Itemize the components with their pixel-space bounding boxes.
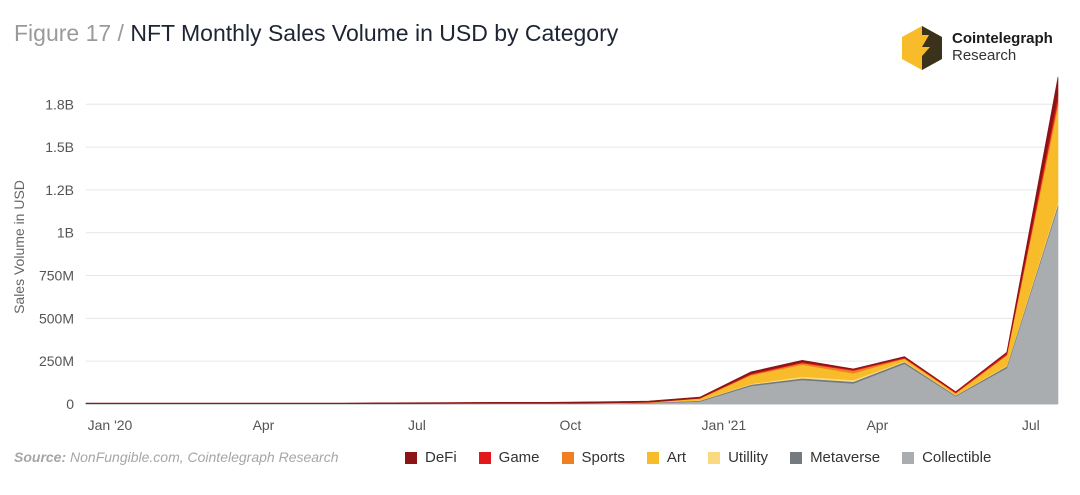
legend-item-collectible: Collectible [902, 449, 991, 466]
source-label: Source: [14, 449, 67, 465]
legend-label: Sports [581, 449, 625, 466]
legend-item-defi: DeFi [405, 449, 457, 466]
x-tick-label: Oct [560, 417, 582, 433]
chart-title: Figure 17 / NFT Monthly Sales Volume in … [14, 20, 618, 47]
y-tick-label: 1.8B [45, 96, 74, 112]
legend-label: Metaverse [810, 449, 881, 466]
x-tick-label: Jul [1022, 417, 1040, 433]
logo-bolt-icon [913, 35, 930, 64]
x-tick-label: Jan '21 [702, 417, 747, 433]
legend-item-art: Art [646, 449, 687, 466]
legend-label: Utillity [728, 449, 769, 466]
y-tick-label: 0 [66, 396, 74, 412]
y-tick-label: 250M [39, 353, 74, 369]
legend-label: Game [498, 449, 540, 466]
brand-sub: Research [952, 47, 1017, 64]
legend-item-game: Game [478, 449, 540, 466]
legend-swatch [646, 451, 659, 464]
x-tick-label: Apr [253, 417, 275, 433]
y-tick-label: 1.2B [45, 182, 74, 198]
x-tick-label: Apr [866, 417, 888, 433]
legend-swatch [902, 451, 915, 464]
cointelegraph-logo [902, 26, 942, 70]
legend-item-sports: Sports [561, 449, 625, 466]
area-game [85, 93, 1059, 404]
y-tick-label: 1.5B [45, 139, 74, 155]
brand-name: Cointelegraph [952, 30, 1053, 47]
area-collectible [85, 206, 1059, 405]
y-tick-label: 1B [57, 225, 74, 241]
legend: DeFi Game Sports Art Utillity Metaverse Collec… [405, 449, 991, 466]
y-tick-label: 750M [39, 268, 74, 284]
source-text: NonFungible.com, Cointelegraph Research [66, 449, 339, 465]
legend-swatch [478, 451, 491, 464]
legend-label: DeFi [425, 449, 457, 466]
area-defi [85, 76, 1059, 404]
legend-swatch [405, 451, 417, 464]
title-text: NFT Monthly Sales Volume in USD by Categ… [130, 20, 619, 46]
legend-swatch [790, 451, 803, 464]
y-tick-label: 500M [39, 310, 74, 326]
area-art [86, 105, 1059, 404]
y-axis-label: Sales Volume in USD [11, 180, 27, 314]
legend-item-utillity: Utillity [708, 449, 768, 466]
legend-item-metaverse: Metaverse [790, 449, 880, 466]
chart-area: 0 250M 500M 750M 1B 1.2B 1.5B 1.8B Sales Volume … [11, 76, 1059, 433]
figure-number: Figure 17 / [14, 20, 131, 46]
legend-swatch [708, 451, 721, 464]
legend-label: Art [666, 449, 687, 466]
legend-label: Collectible [922, 449, 992, 466]
x-tick-label: Jul [408, 417, 426, 433]
x-tick-label: Jan '20 [88, 417, 133, 433]
source-note: Source: NonFungible.com, Cointelegraph R… [14, 449, 339, 465]
area-sports [86, 100, 1059, 404]
legend-swatch [561, 451, 574, 464]
